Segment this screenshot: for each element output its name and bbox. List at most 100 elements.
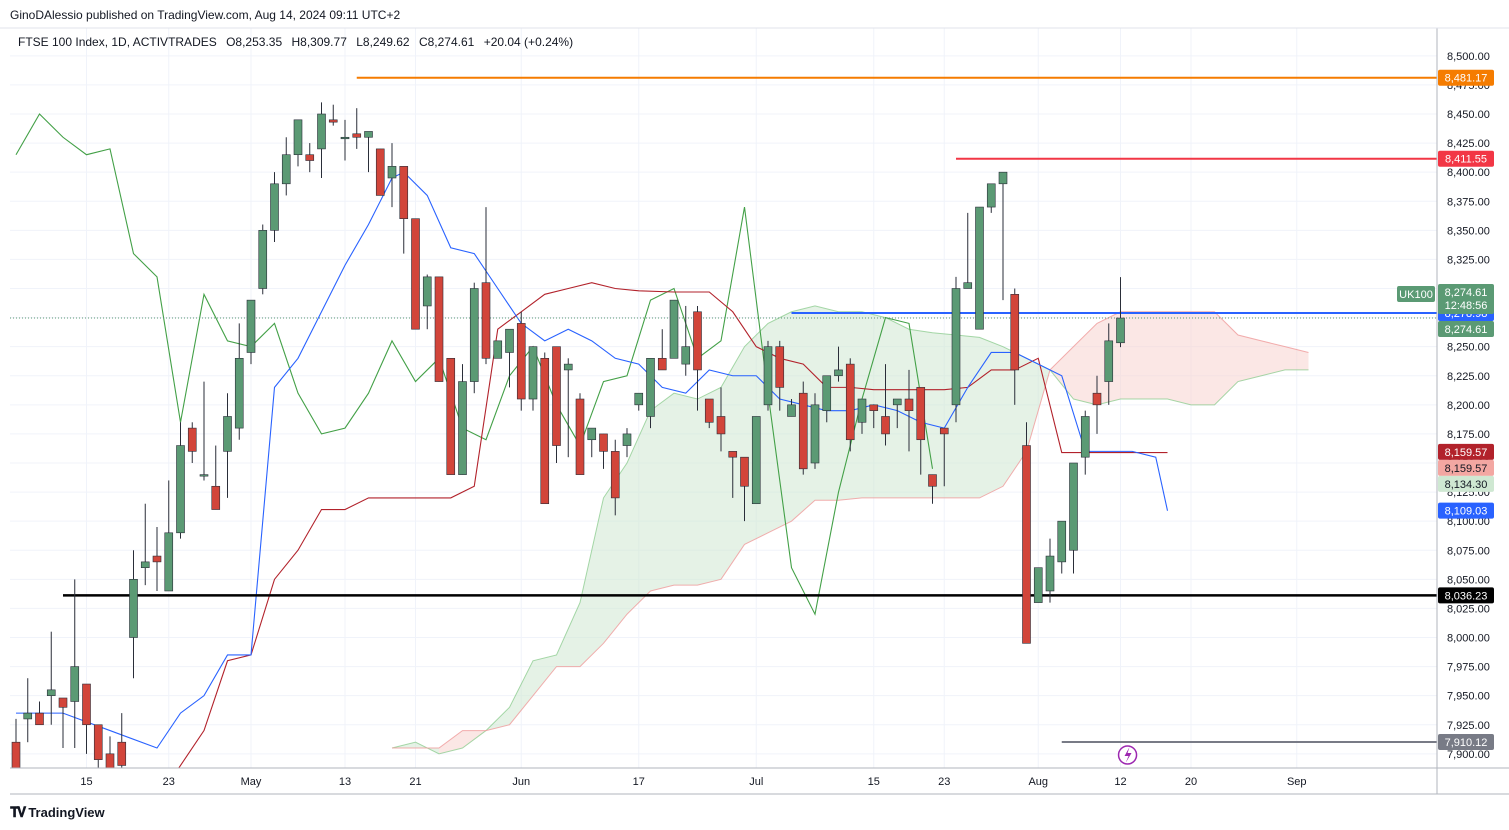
candle[interactable] bbox=[787, 399, 796, 417]
candle[interactable] bbox=[352, 108, 362, 149]
candle[interactable] bbox=[716, 387, 726, 452]
candle[interactable] bbox=[1080, 410, 1090, 475]
candle[interactable] bbox=[657, 329, 667, 371]
candle[interactable] bbox=[916, 387, 926, 475]
candle[interactable] bbox=[1104, 323, 1114, 405]
candle[interactable] bbox=[199, 381, 209, 481]
candle[interactable] bbox=[1033, 567, 1043, 603]
candle[interactable] bbox=[446, 357, 456, 475]
candle[interactable] bbox=[422, 274, 432, 330]
candle[interactable] bbox=[975, 206, 984, 330]
candle[interactable] bbox=[281, 137, 291, 196]
candle[interactable] bbox=[58, 697, 68, 749]
candle[interactable] bbox=[892, 398, 902, 429]
candle[interactable] bbox=[951, 276, 961, 423]
candle[interactable] bbox=[622, 428, 632, 458]
candle[interactable] bbox=[634, 392, 644, 411]
candle[interactable] bbox=[563, 358, 573, 458]
candle[interactable] bbox=[164, 480, 174, 592]
candle[interactable] bbox=[105, 736, 115, 812]
candle[interactable] bbox=[317, 102, 326, 178]
candle[interactable] bbox=[1057, 520, 1067, 574]
candle[interactable] bbox=[704, 398, 714, 429]
candle[interactable] bbox=[610, 439, 620, 516]
candle[interactable] bbox=[599, 433, 608, 469]
candle[interactable] bbox=[458, 364, 467, 475]
candle[interactable] bbox=[234, 323, 244, 440]
candle[interactable] bbox=[340, 119, 350, 161]
candle[interactable] bbox=[728, 451, 738, 498]
candle[interactable] bbox=[35, 701, 44, 726]
candle[interactable] bbox=[587, 427, 597, 458]
candle[interactable] bbox=[411, 218, 420, 330]
candle[interactable] bbox=[763, 340, 773, 411]
candle[interactable] bbox=[305, 143, 315, 173]
candle[interactable] bbox=[986, 183, 996, 213]
candle[interactable] bbox=[469, 282, 479, 394]
candle[interactable] bbox=[822, 375, 832, 423]
candle[interactable] bbox=[528, 346, 538, 411]
candle[interactable] bbox=[669, 299, 679, 359]
candle[interactable] bbox=[481, 207, 491, 365]
candle[interactable] bbox=[46, 631, 56, 725]
candle[interactable] bbox=[798, 381, 808, 475]
candle[interactable] bbox=[328, 104, 338, 126]
candle[interactable] bbox=[493, 340, 503, 359]
candle[interactable] bbox=[540, 352, 550, 505]
candle[interactable] bbox=[881, 364, 890, 446]
candle[interactable] bbox=[775, 340, 785, 411]
candle[interactable] bbox=[129, 550, 138, 679]
candle[interactable] bbox=[740, 456, 749, 522]
candle[interactable] bbox=[1116, 277, 1125, 348]
candle[interactable] bbox=[434, 276, 444, 382]
candle[interactable] bbox=[552, 346, 561, 463]
candle[interactable] bbox=[1010, 288, 1020, 405]
candle[interactable] bbox=[176, 422, 185, 539]
candle[interactable] bbox=[1045, 538, 1055, 603]
candle[interactable] bbox=[1022, 422, 1031, 644]
candle[interactable] bbox=[223, 393, 232, 498]
candle[interactable] bbox=[23, 678, 33, 743]
candle[interactable] bbox=[834, 346, 843, 382]
candle[interactable] bbox=[928, 474, 937, 504]
candle[interactable] bbox=[575, 393, 585, 475]
candle[interactable] bbox=[82, 683, 91, 754]
candle[interactable] bbox=[963, 212, 973, 289]
candle[interactable] bbox=[387, 143, 397, 208]
candle[interactable] bbox=[293, 119, 303, 167]
candle[interactable] bbox=[399, 166, 409, 254]
candle[interactable] bbox=[646, 357, 655, 429]
candle[interactable] bbox=[375, 148, 385, 196]
symbol-legend[interactable]: FTSE 100 Index, 1D, ACTIVTRADES O8,253.3… bbox=[18, 35, 579, 49]
candle[interactable] bbox=[505, 328, 514, 388]
candle[interactable] bbox=[140, 503, 150, 586]
candle[interactable] bbox=[187, 422, 197, 463]
candle[interactable] bbox=[857, 398, 867, 434]
candle[interactable] bbox=[810, 393, 820, 469]
candle[interactable] bbox=[681, 305, 691, 376]
footer-brand[interactable]: 𝐓𝐕 TradingView bbox=[10, 804, 105, 821]
candles[interactable] bbox=[11, 102, 1138, 812]
candle[interactable] bbox=[11, 718, 21, 783]
candle[interactable] bbox=[70, 579, 80, 749]
candle[interactable] bbox=[152, 526, 162, 591]
candle[interactable] bbox=[845, 358, 855, 452]
candle[interactable] bbox=[904, 369, 914, 452]
candle[interactable] bbox=[270, 172, 279, 242]
candle[interactable] bbox=[998, 171, 1008, 301]
candle[interactable] bbox=[1092, 375, 1102, 434]
candle[interactable] bbox=[751, 416, 761, 505]
candle[interactable] bbox=[258, 224, 268, 295]
candle[interactable] bbox=[939, 427, 949, 487]
symbol-name[interactable]: FTSE 100 Index, 1D, ACTIVTRADES bbox=[18, 35, 217, 49]
candle[interactable] bbox=[364, 131, 373, 173]
candle[interactable] bbox=[693, 305, 702, 411]
candle[interactable] bbox=[1069, 462, 1078, 574]
candle[interactable] bbox=[117, 713, 127, 800]
candle[interactable] bbox=[516, 311, 526, 411]
candle[interactable] bbox=[93, 724, 103, 789]
candle[interactable] bbox=[869, 404, 879, 429]
candle[interactable] bbox=[211, 445, 221, 510]
candle[interactable] bbox=[246, 299, 256, 365]
